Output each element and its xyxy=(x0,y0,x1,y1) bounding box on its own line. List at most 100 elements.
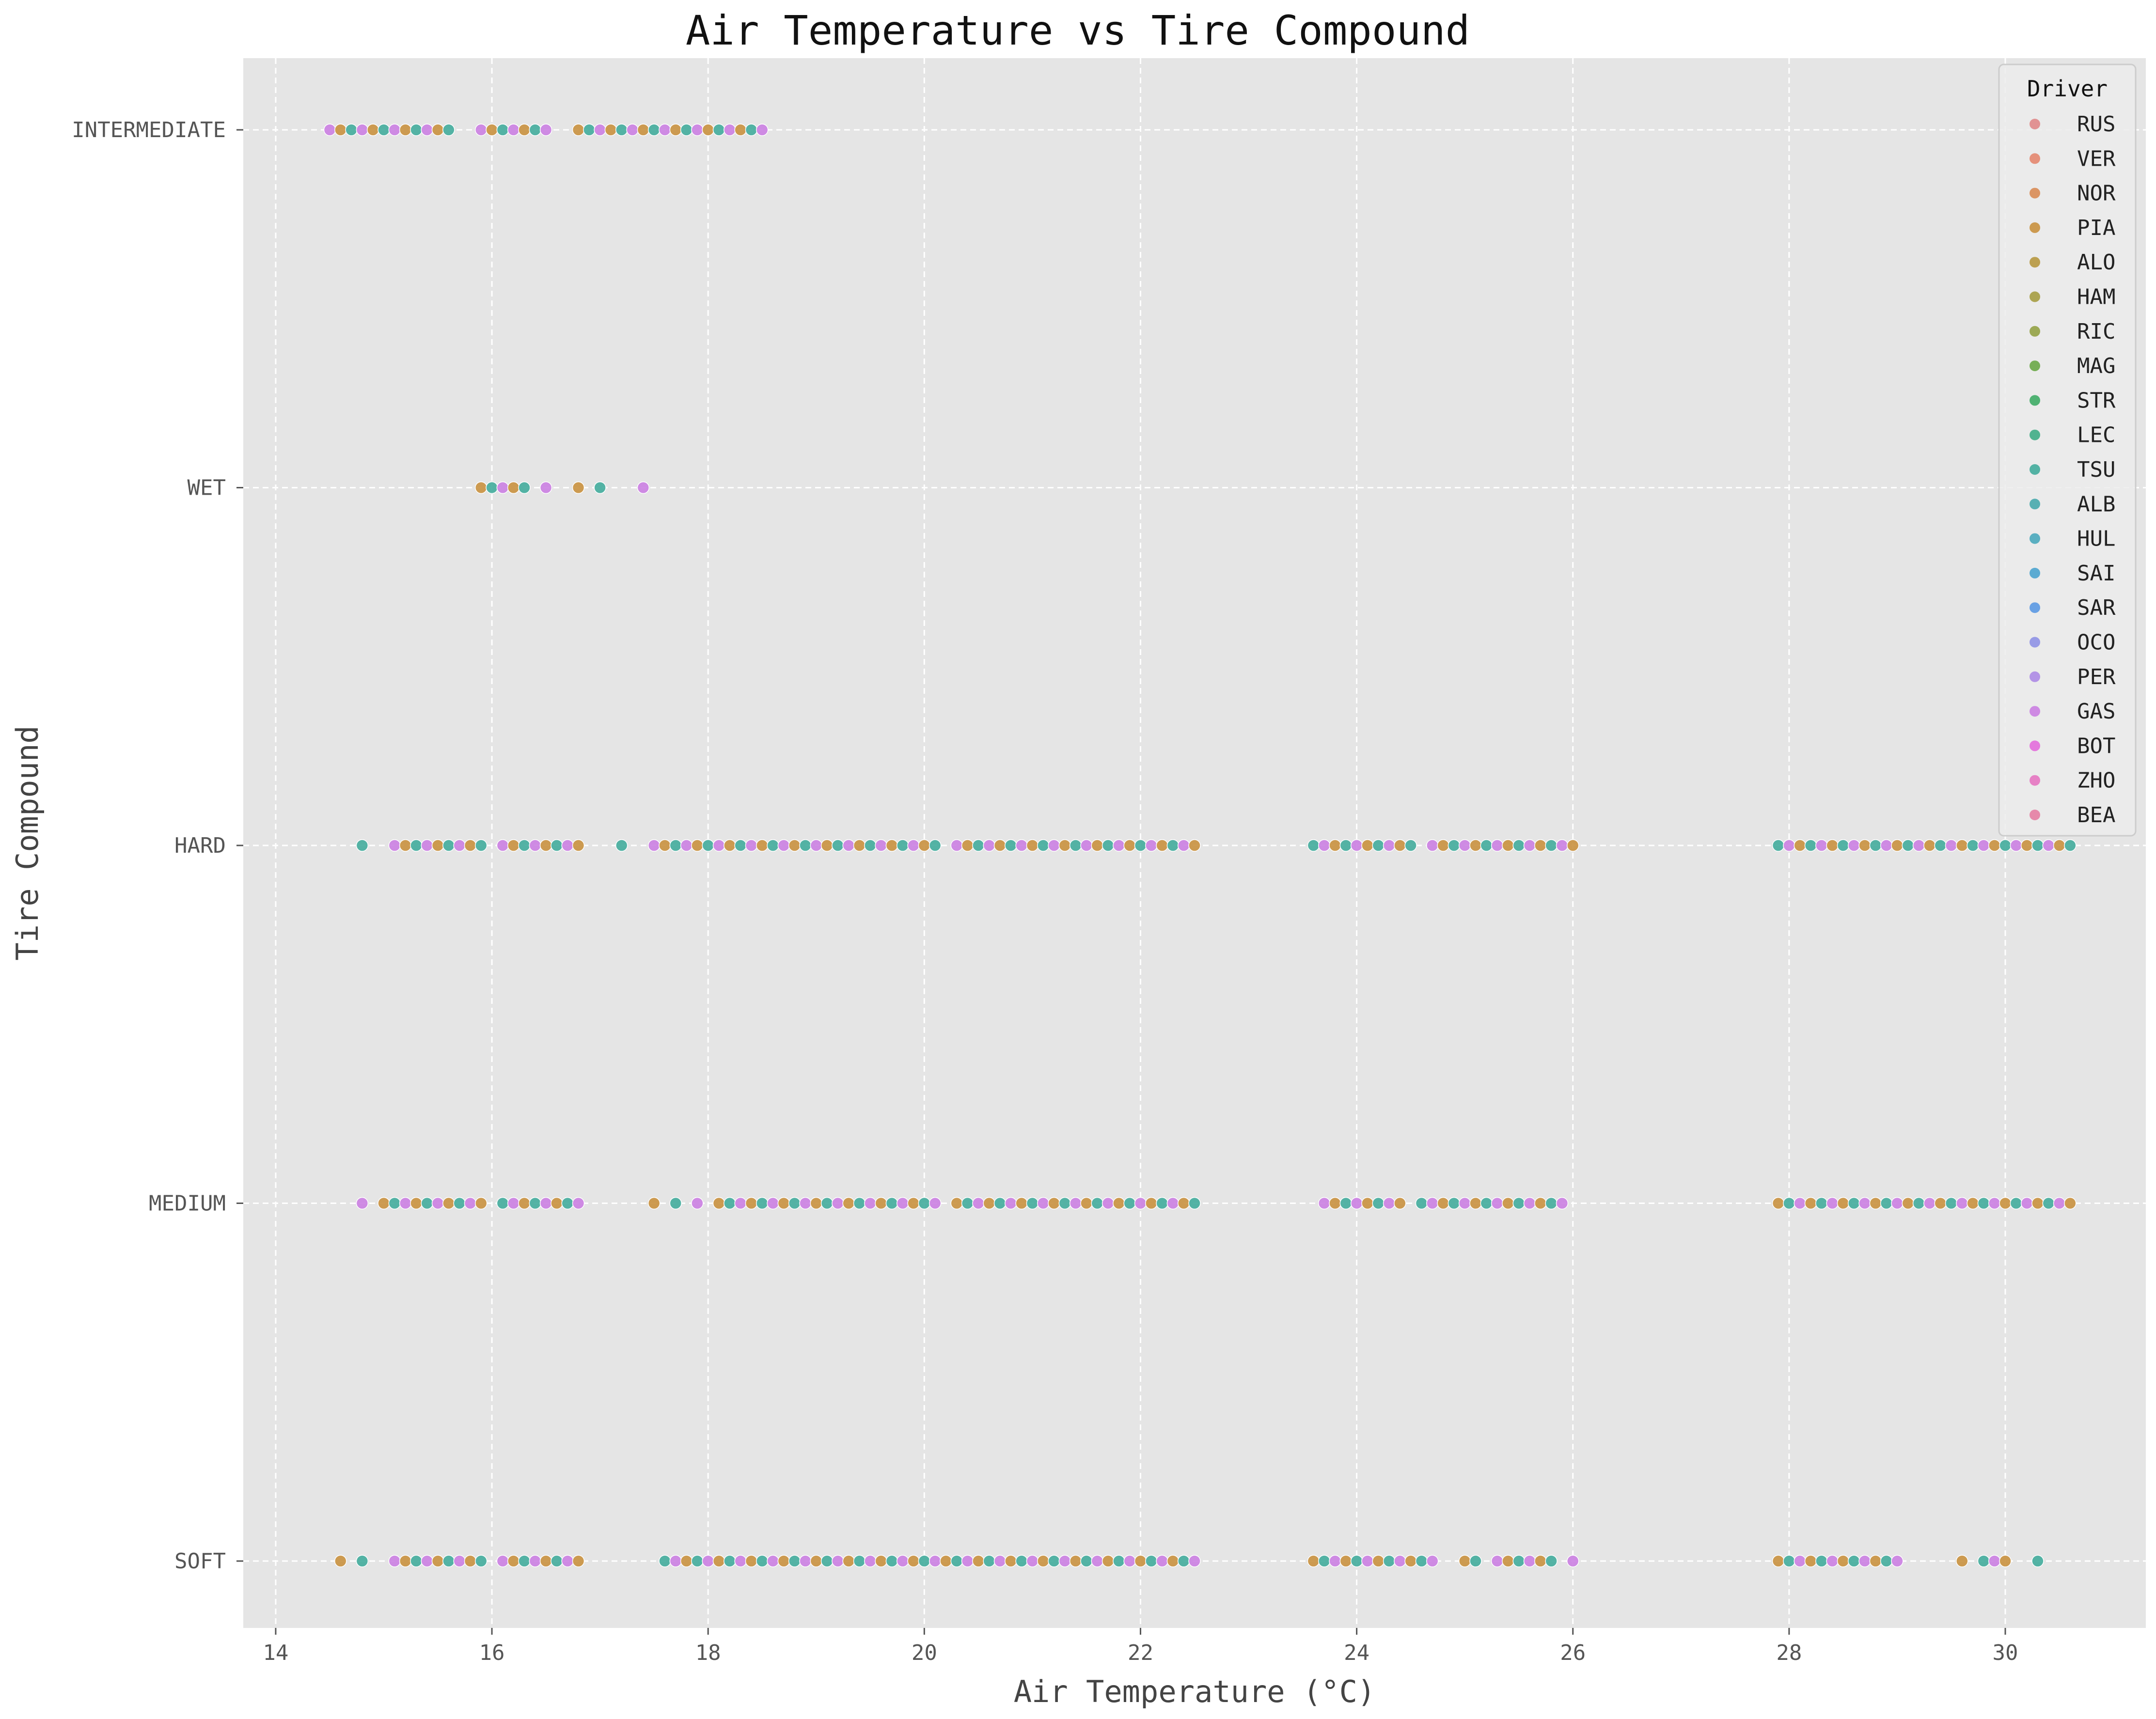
data-point xyxy=(496,1555,509,1567)
x-tick-label: 20 xyxy=(912,1641,937,1665)
data-point xyxy=(993,1555,1007,1567)
data-point xyxy=(561,1555,574,1567)
data-point xyxy=(378,124,390,136)
data-point xyxy=(1826,839,1839,852)
data-point xyxy=(1458,1555,1471,1567)
data-point xyxy=(518,1197,531,1210)
data-point xyxy=(551,1197,563,1210)
data-point xyxy=(1880,1197,1893,1210)
data-point xyxy=(388,124,401,136)
data-point xyxy=(1383,839,1396,852)
data-point xyxy=(810,839,823,852)
data-point xyxy=(1372,1555,1385,1567)
data-point xyxy=(431,839,444,852)
data-point xyxy=(1080,839,1093,852)
data-point xyxy=(1437,1197,1449,1210)
data-point xyxy=(1502,1197,1514,1210)
legend-marker xyxy=(2030,188,2040,199)
legend-marker xyxy=(2030,257,2040,268)
data-point xyxy=(1329,1197,1341,1210)
data-point xyxy=(388,839,401,852)
data-point xyxy=(1804,839,1817,852)
legend-marker xyxy=(2030,567,2040,578)
legend-marker xyxy=(2030,153,2040,164)
data-point xyxy=(1794,1197,1806,1210)
data-point xyxy=(680,124,693,136)
legend-marker xyxy=(2030,533,2040,544)
data-point xyxy=(669,839,682,852)
data-point xyxy=(1545,1555,1558,1567)
data-point xyxy=(1956,1555,1968,1567)
data-point xyxy=(1134,1197,1147,1210)
data-point xyxy=(1523,839,1536,852)
data-point xyxy=(1005,839,1017,852)
data-point xyxy=(366,124,379,136)
legend-marker xyxy=(2030,740,2040,751)
data-point xyxy=(647,124,661,136)
data-point xyxy=(345,124,358,136)
data-point xyxy=(1069,1555,1082,1567)
data-point xyxy=(702,1555,714,1567)
data-point xyxy=(659,839,671,852)
data-point xyxy=(1815,1197,1828,1210)
data-point xyxy=(410,1555,423,1567)
data-point xyxy=(475,481,488,494)
data-point xyxy=(1307,839,1320,852)
data-point xyxy=(1005,1555,1017,1567)
data-point xyxy=(702,839,714,852)
data-point xyxy=(659,1555,671,1567)
legend-label: ALB xyxy=(2077,492,2115,516)
data-point xyxy=(1166,1555,1180,1567)
data-point xyxy=(529,124,542,136)
legend-label: NOR xyxy=(2077,181,2116,206)
data-point xyxy=(1988,1555,2001,1567)
data-point xyxy=(323,124,336,136)
data-point xyxy=(799,839,812,852)
data-point xyxy=(637,481,650,494)
data-point xyxy=(1339,1555,1353,1567)
data-point xyxy=(950,1197,963,1210)
data-point xyxy=(832,1197,844,1210)
data-point xyxy=(1945,1197,1958,1210)
data-point xyxy=(853,839,866,852)
data-point xyxy=(1026,1555,1039,1567)
data-point xyxy=(1177,1197,1190,1210)
data-point xyxy=(1912,839,1925,852)
data-point xyxy=(1794,1555,1806,1567)
data-point xyxy=(734,124,747,136)
data-point xyxy=(496,839,509,852)
data-point xyxy=(928,1197,942,1210)
data-point xyxy=(918,839,931,852)
data-point xyxy=(1999,1197,2012,1210)
data-point xyxy=(734,839,747,852)
data-point xyxy=(788,1555,801,1567)
data-point xyxy=(1469,1197,1482,1210)
data-point xyxy=(983,1555,995,1567)
data-point xyxy=(832,1555,844,1567)
data-point xyxy=(702,124,714,136)
data-point xyxy=(961,1555,974,1567)
data-point xyxy=(2064,1197,2077,1210)
data-point xyxy=(1837,839,1850,852)
data-point xyxy=(1545,839,1558,852)
data-point xyxy=(842,1555,855,1567)
legend-title: Driver xyxy=(2027,76,2108,102)
x-tick-label: 30 xyxy=(1993,1641,2018,1665)
data-point xyxy=(1361,839,1374,852)
data-point xyxy=(464,1555,477,1567)
data-point xyxy=(1080,1555,1093,1567)
legend-label: BEA xyxy=(2077,803,2115,828)
data-point xyxy=(1177,839,1190,852)
data-point xyxy=(907,1197,920,1210)
data-point xyxy=(1102,839,1115,852)
data-point xyxy=(1491,1555,1504,1567)
data-point xyxy=(1156,839,1168,852)
data-point xyxy=(1804,1555,1817,1567)
data-point xyxy=(1026,1197,1039,1210)
data-point xyxy=(1318,839,1331,852)
data-point xyxy=(1869,1197,1882,1210)
legend-marker xyxy=(2030,464,2040,475)
data-point xyxy=(788,839,801,852)
data-point xyxy=(745,124,758,136)
data-point xyxy=(496,124,509,136)
